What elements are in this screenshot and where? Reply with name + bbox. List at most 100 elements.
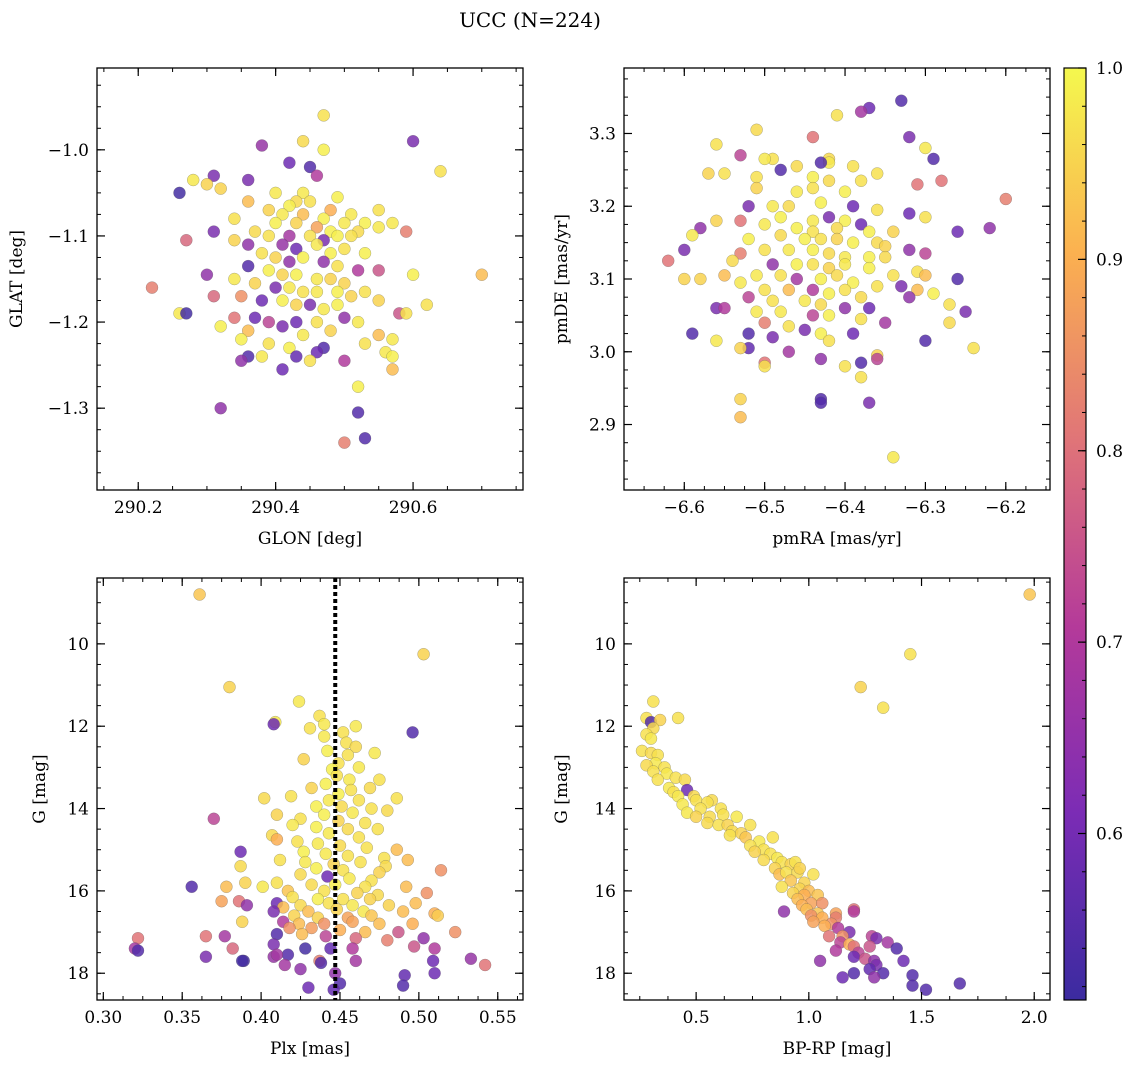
scatter-point xyxy=(303,354,317,367)
scatter-point xyxy=(310,315,324,329)
scatter-point xyxy=(310,221,324,234)
scatter-point xyxy=(854,312,868,326)
scatter-point xyxy=(239,876,252,889)
scatter-point xyxy=(718,167,731,180)
scatter-point xyxy=(310,862,323,875)
scatter-point xyxy=(396,979,410,992)
scatter-point xyxy=(386,333,399,346)
scatter-point xyxy=(702,167,715,180)
scatter-point xyxy=(372,264,385,277)
scatter-point xyxy=(310,238,324,251)
scatter-point xyxy=(276,320,289,333)
scatter-point xyxy=(226,942,239,955)
scatter-point xyxy=(895,280,908,293)
scatter-point xyxy=(215,895,228,908)
scatter-point xyxy=(758,316,771,329)
colorbar-tick-label: 0.9 xyxy=(1096,250,1123,270)
scatter-point xyxy=(262,315,275,329)
scatter-point xyxy=(363,781,377,795)
scatter-point xyxy=(730,810,743,823)
scatter-point xyxy=(903,207,916,220)
scatter-point xyxy=(290,350,303,363)
scatter-point xyxy=(283,229,296,243)
scatter-point xyxy=(766,331,779,344)
y-tick-label: −1.0 xyxy=(48,141,89,161)
scatter-point xyxy=(790,258,803,271)
scatter-point xyxy=(351,886,364,900)
y-axis-label: GLAT [deg] xyxy=(7,230,27,328)
scatter-point xyxy=(358,246,372,260)
scatter-point xyxy=(943,316,956,329)
scatter-point xyxy=(710,214,723,228)
scatter-point xyxy=(846,199,860,213)
y-tick-label: 12 xyxy=(67,717,89,737)
scatter-point xyxy=(267,718,280,731)
scatter-point xyxy=(262,337,275,350)
scatter-point xyxy=(806,243,820,257)
scatter-point xyxy=(935,174,948,188)
y-axis-label: pmDE [mas/yr] xyxy=(552,214,572,344)
scatter-point xyxy=(276,268,289,281)
scatter-point xyxy=(434,864,448,877)
scatter-point xyxy=(717,808,730,821)
scatter-point xyxy=(343,773,356,786)
scatter-point xyxy=(329,878,342,891)
scatter-point xyxy=(814,352,828,366)
scatter-point xyxy=(718,301,731,315)
scatter-point xyxy=(782,199,795,213)
scatter-point xyxy=(390,792,403,805)
scatter-point xyxy=(806,170,820,184)
scatter-point xyxy=(270,808,284,821)
scatter-point xyxy=(951,272,964,286)
scatter-point xyxy=(742,232,755,246)
scatter-point xyxy=(782,243,795,257)
scatter-point xyxy=(881,936,894,949)
scatter-point xyxy=(750,123,763,137)
scatter-point xyxy=(814,232,828,246)
scatter-point xyxy=(742,291,755,304)
x-tick-label: 0.30 xyxy=(84,1008,122,1028)
scatter-point xyxy=(386,216,399,230)
scatter-point xyxy=(854,105,868,118)
scatter-point xyxy=(678,272,691,286)
scatter-point xyxy=(235,354,248,367)
scatter-point xyxy=(879,251,892,264)
scatter-point xyxy=(359,925,372,939)
scatter-point xyxy=(919,141,932,155)
scatter-point xyxy=(750,181,763,195)
scatter-point xyxy=(420,298,433,311)
scatter-point xyxy=(734,149,747,162)
scatter-point xyxy=(331,259,344,273)
scatter-point xyxy=(814,156,828,169)
scatter-point xyxy=(278,958,291,972)
scatter-point xyxy=(782,320,795,333)
scatter-point xyxy=(927,152,940,166)
scatter-point xyxy=(338,242,351,256)
scatter-point xyxy=(317,212,330,225)
scatter-point xyxy=(409,897,422,910)
x-axis-label: BP-RP [mag] xyxy=(783,1039,892,1059)
scatter-point xyxy=(338,216,351,230)
scatter-point xyxy=(748,845,761,858)
scatter-point xyxy=(345,208,358,221)
scatter-point xyxy=(863,261,876,275)
scatter-point xyxy=(951,225,964,238)
scatter-point xyxy=(310,820,323,834)
scatter-point xyxy=(847,905,861,918)
scatter-point xyxy=(321,744,334,758)
scatter-point xyxy=(324,272,337,286)
scatter-point xyxy=(406,917,419,930)
scatter-point xyxy=(276,294,289,307)
x-axis-label: Plx [mas] xyxy=(270,1039,350,1059)
scatter-point xyxy=(354,855,367,869)
scatter-point xyxy=(214,320,227,333)
scatter-point xyxy=(806,258,820,271)
scatter-point xyxy=(854,174,868,188)
scatter-point xyxy=(407,940,421,953)
scatter-point xyxy=(228,311,241,324)
scatter-point xyxy=(806,309,820,322)
scatter-point xyxy=(338,311,351,324)
scatter-point xyxy=(349,720,362,733)
scatter-point xyxy=(838,214,852,228)
scatter-point xyxy=(854,680,867,694)
